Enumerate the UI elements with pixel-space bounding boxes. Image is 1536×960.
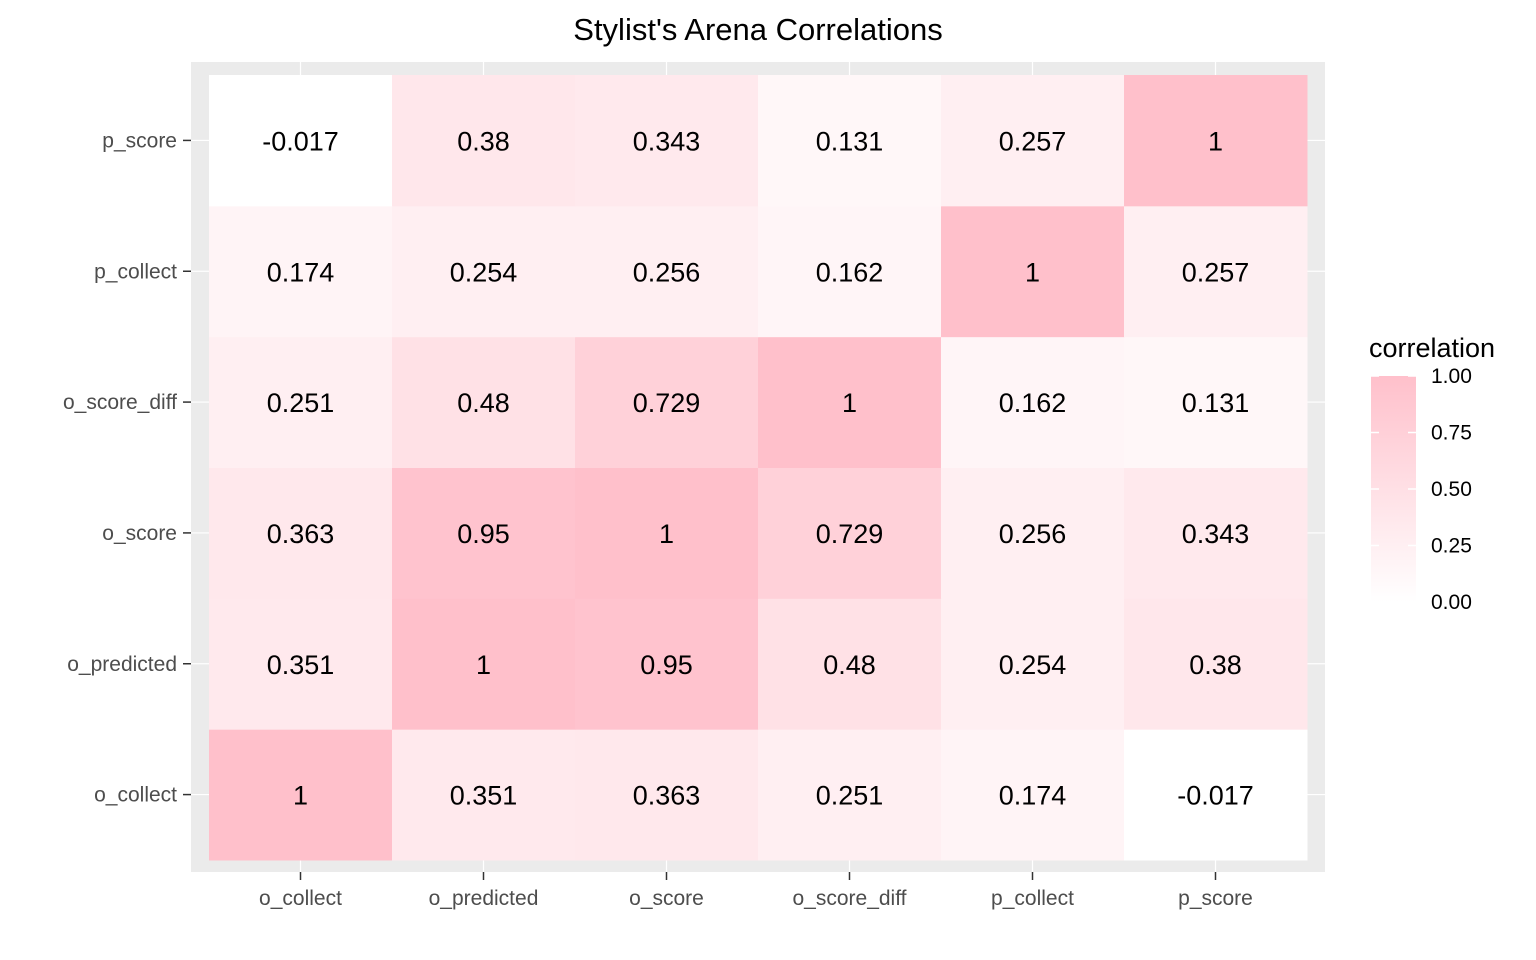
cell-value-label: -0.017 — [262, 126, 339, 156]
cell-value-label: 0.343 — [633, 126, 701, 156]
heatmap-cell — [941, 467, 1125, 599]
cell-value-label: 0.95 — [457, 519, 510, 549]
cell-value-label: 0.251 — [816, 781, 884, 811]
cell-value-label: 0.343 — [1182, 519, 1250, 549]
cell-value-label: 0.363 — [267, 519, 335, 549]
heatmap-cell — [758, 729, 942, 861]
x-tick-label: p_collect — [991, 887, 1074, 910]
legend-tick-label: 0.00 — [1431, 591, 1472, 614]
heatmap-cell — [1124, 598, 1308, 730]
cell-value-label: 0.95 — [640, 650, 693, 680]
y-tick-label: o_collect — [94, 784, 177, 807]
cell-value-label: 0.254 — [450, 257, 518, 287]
cell-value-label: 0.48 — [457, 388, 510, 418]
heatmap-cell — [575, 336, 759, 468]
legend-title: correlation — [1369, 333, 1495, 363]
heatmap-cell — [209, 467, 393, 599]
cell-value-label: 0.174 — [267, 257, 335, 287]
heatmap-cell — [392, 205, 576, 338]
heatmap-cell — [941, 729, 1125, 861]
cell-value-label: 0.729 — [633, 388, 701, 418]
cell-value-label: 0.363 — [633, 781, 701, 811]
heatmap-cell — [941, 205, 1125, 338]
legend-tick-label: 1.00 — [1431, 365, 1472, 388]
heatmap-cell — [575, 598, 759, 730]
heatmap-cell — [209, 75, 393, 207]
x-axis: o_collect o_predicted o_score o_score_diff p… — [259, 872, 1253, 910]
cell-value-label: 0.351 — [450, 781, 518, 811]
chart-title: Stylist's Arena Correlations — [573, 12, 942, 47]
legend-tick-label: 0.25 — [1431, 535, 1472, 558]
cell-value-label: 0.38 — [457, 126, 510, 156]
heatmap-cell — [209, 598, 393, 730]
cell-value-label: 0.174 — [999, 781, 1067, 811]
cell-value-label: 1 — [659, 519, 674, 549]
heatmap-cell — [209, 205, 393, 338]
heatmap-cell — [758, 598, 942, 730]
y-tick-label: p_collect — [94, 260, 177, 283]
heatmap-cell — [941, 75, 1125, 207]
x-tick-label: o_collect — [259, 887, 342, 910]
cell-value-labels: 1 0.351 0.363 0.251 0.174 -0.017 0.351 1 0.95 0.4… — [262, 126, 1254, 810]
cell-value-label: 0.351 — [267, 650, 335, 680]
cell-value-label: 0.38 — [1189, 650, 1242, 680]
y-tick-label: o_score — [102, 522, 177, 545]
heatmap-cell — [941, 336, 1125, 468]
heatmap-cell — [1124, 467, 1308, 599]
heatmap-cell — [1124, 205, 1308, 338]
heatmap-cell — [575, 205, 759, 338]
x-tick-label: o_score — [629, 887, 704, 910]
heatmap-cell — [758, 467, 942, 599]
cell-value-label: 0.162 — [816, 257, 884, 287]
heatmap-cell — [392, 729, 576, 861]
color-legend: correlation 0.00 0.25 0.50 0.75 1.00 — [1369, 333, 1495, 614]
y-tick-label: p_score — [102, 129, 177, 152]
y-tick-label: o_predicted — [67, 653, 177, 676]
heatmap-cell — [392, 467, 576, 599]
x-tick-label: p_score — [1178, 887, 1253, 910]
heatmap-cell — [575, 729, 759, 861]
y-axis: o_collect o_predicted o_score o_score_diff p… — [63, 129, 191, 807]
heatmap-cell — [758, 205, 942, 338]
cell-value-label: 1 — [476, 650, 491, 680]
cell-value-label: 0.48 — [823, 650, 876, 680]
cell-value-label: 1 — [842, 388, 857, 418]
cell-value-label: 1 — [293, 781, 308, 811]
cell-value-label: 0.729 — [816, 519, 884, 549]
cell-value-label: 0.131 — [1182, 388, 1250, 418]
heatmap-cell — [1124, 336, 1308, 468]
heatmap-cell — [575, 467, 759, 599]
cell-value-label: 0.131 — [816, 126, 884, 156]
heatmap-cell — [209, 729, 393, 861]
heatmap-cell — [392, 75, 576, 207]
cell-value-label: 0.257 — [1182, 257, 1250, 287]
cell-value-label: -0.017 — [1177, 781, 1254, 811]
x-tick-label: o_score_diff — [792, 887, 906, 910]
cell-value-label: 1 — [1025, 257, 1040, 287]
cell-value-label: 0.256 — [999, 519, 1067, 549]
cell-value-label: 0.162 — [999, 388, 1067, 418]
heatmap-cell — [392, 598, 576, 730]
heatmap-cell — [1124, 75, 1308, 207]
cell-value-label: 0.251 — [267, 388, 335, 418]
y-tick-label: o_score_diff — [63, 391, 177, 414]
heatmap-cell — [209, 336, 393, 468]
heatmap-cell — [758, 75, 942, 207]
legend-tick-label: 0.50 — [1431, 478, 1472, 501]
heatmap-cell — [392, 336, 576, 468]
heatmap-cell — [575, 75, 759, 207]
heatmap-cell — [1124, 729, 1308, 861]
heatmap-cell — [941, 598, 1125, 730]
cell-value-label: 0.257 — [999, 126, 1067, 156]
legend-tick-label: 0.75 — [1431, 422, 1472, 445]
cell-value-label: 1 — [1208, 126, 1223, 156]
heatmap-cells — [209, 75, 1308, 861]
heatmap-cell — [758, 336, 942, 468]
cell-value-label: 0.254 — [999, 650, 1067, 680]
cell-value-label: 0.256 — [633, 257, 701, 287]
x-tick-label: o_predicted — [429, 887, 539, 910]
